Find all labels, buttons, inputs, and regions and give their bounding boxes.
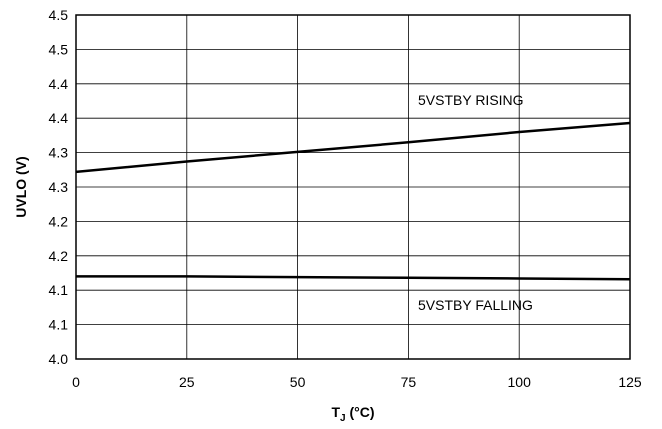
y-axis-label: UVLO (V) — [13, 156, 29, 217]
plot-frame — [75, 14, 631, 360]
x-tick-label: 75 — [401, 374, 417, 390]
y-tick-label: 4.1 — [49, 317, 69, 333]
chart-series — [75, 121, 631, 281]
x-tick-label: 50 — [290, 374, 306, 390]
x-tick-label: 25 — [179, 374, 195, 390]
y-tick-label: 4.0 — [49, 351, 69, 367]
y-axis-ticks: 4.0 4.1 4.1 4.2 4.2 4.3 4.3 4.4 4.4 4.5 4.5 — [49, 7, 69, 367]
y-tick-label: 4.4 — [49, 110, 69, 126]
y-tick-label: 4.2 — [49, 248, 69, 264]
y-tick-label: 4.3 — [49, 179, 69, 195]
x-axis-label-unit: (°C) — [346, 404, 375, 420]
y-tick-label: 4.5 — [49, 7, 69, 23]
chart-grid — [75, 14, 631, 360]
annotation-falling: 5VSTBY FALLING — [418, 297, 533, 313]
x-axis-label-main: T — [331, 404, 340, 420]
y-tick-label: 4.2 — [49, 213, 69, 229]
x-tick-label: 0 — [72, 374, 80, 390]
y-tick-label: 4.3 — [49, 145, 69, 161]
annotation-rising: 5VSTBY RISING — [418, 92, 524, 108]
x-axis-label: TJ (°C) — [331, 404, 374, 424]
y-tick-label: 4.4 — [49, 76, 69, 92]
series-line-rising — [75, 121, 631, 174]
y-tick-label: 4.5 — [49, 41, 69, 57]
x-axis-ticks: 0 25 50 75 100 125 — [72, 374, 642, 390]
x-axis-label-subscript: J — [340, 413, 346, 424]
x-tick-label: 125 — [618, 374, 642, 390]
y-tick-label: 4.1 — [49, 282, 69, 298]
x-tick-label: 100 — [508, 374, 532, 390]
series-line-falling — [76, 275, 631, 281]
